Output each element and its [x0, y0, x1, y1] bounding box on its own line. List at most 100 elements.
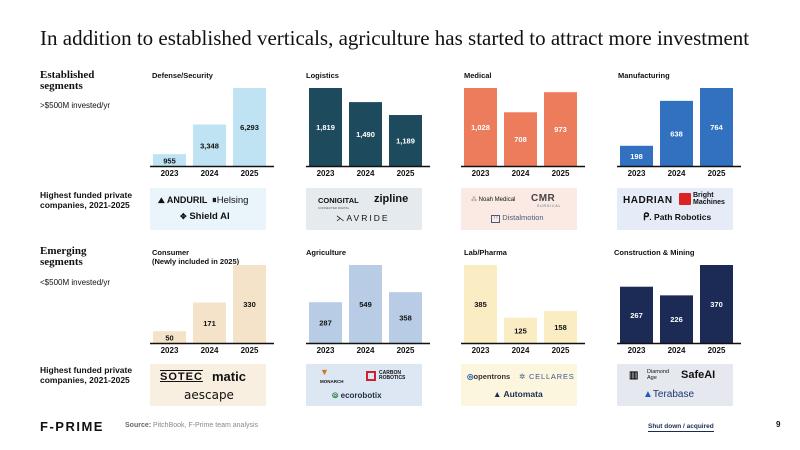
bar-defense-2023 [153, 154, 186, 166]
bar-label-manufacturing-2025: 764 [710, 123, 723, 132]
page-number: 9 [776, 420, 781, 429]
source-label: Source: [125, 422, 152, 429]
terabase-logo: ▲Terabase [643, 389, 695, 400]
logos-labpharma: ◎opentrons ✲ CELLARES ▲ Automata [461, 364, 577, 406]
bar-label-labpharma-2024: 125 [514, 326, 527, 335]
tick-label-construction-2024: 2024 [668, 346, 686, 355]
chart-svg-agriculture: 287 2023 549 2024 358 2025 [306, 265, 430, 355]
chart-manufacturing: 198 2023 638 2024 764 2025 [617, 85, 747, 181]
tick-label-defense-2024: 2024 [201, 169, 219, 178]
path-robotics-logo: ᑭ. Path Robotics [643, 212, 712, 223]
diamond-age-logo: Diamond Age [647, 369, 670, 381]
tick-label-agriculture-2024: 2024 [357, 346, 375, 355]
sotec-logo: SOTEC [160, 371, 203, 383]
bar-logistics-2025 [389, 115, 422, 166]
established-segments-label: Established segments [40, 69, 95, 92]
monarch-icon: ▼ [320, 367, 329, 377]
tick-label-consumer-2025: 2025 [241, 346, 259, 355]
bar-label-logistics-2023: 1,819 [316, 123, 335, 132]
cellares-logo: ✲ CELLARES [519, 372, 575, 381]
chart-construction: 267 2023 226 2024 370 2025 [617, 262, 747, 358]
chart-medical: 1,028 2023 708 2024 973 2025 [461, 85, 591, 181]
shield-ai-logo: ✥ Shield AI [180, 211, 230, 222]
tick-label-labpharma-2024: 2024 [512, 346, 530, 355]
zipline-logo: zipline [374, 193, 409, 205]
bar-consumer-2023 [153, 331, 186, 343]
bar-label-consumer-2024: 171 [203, 319, 216, 328]
chart-labpharma: 385 2023 125 2024 158 2025 [461, 262, 591, 358]
carbon-robotics-icon [366, 371, 376, 381]
bright-machines-icon [679, 193, 691, 205]
bar-label-manufacturing-2024: 638 [670, 129, 683, 138]
tick-label-consumer-2024: 2024 [201, 346, 219, 355]
bar-label-agriculture-2025: 358 [399, 314, 412, 323]
bar-medical-2025 [544, 92, 577, 166]
bar-label-consumer-2023: 50 [165, 334, 173, 343]
tick-label-manufacturing-2024: 2024 [668, 169, 686, 178]
panel-title-labpharma: Lab/Pharma [464, 248, 507, 257]
bar-label-logistics-2024: 1,490 [356, 130, 375, 139]
bar-label-construction-2024: 226 [670, 315, 683, 324]
bar-labpharma-2023 [464, 265, 497, 343]
conigital-tagline: CONNECTED DIGITAL [318, 206, 350, 210]
bar-label-medical-2024: 708 [514, 135, 527, 144]
bar-construction-2023 [620, 286, 653, 343]
hadrian-logo: HADRIAN [623, 195, 673, 206]
tick-label-construction-2025: 2025 [708, 346, 726, 355]
shutdown-acquired-legend: Shut down / acquired [648, 423, 714, 432]
opentrons-logo: ◎opentrons [467, 372, 511, 381]
established-funded-label: Highest funded private companies, 2021-2… [40, 190, 133, 210]
cmr-surgical-tagline: SURGICAL [537, 204, 562, 208]
bar-labpharma-2025 [544, 310, 577, 343]
tick-label-manufacturing-2025: 2025 [708, 169, 726, 178]
monarch-logo: MONARCH [320, 379, 344, 384]
panel-title-logistics: Logistics [306, 71, 339, 80]
tick-label-defense-2023: 2023 [161, 169, 179, 178]
page-title: In addition to established verticals, ag… [40, 26, 750, 50]
logos-logistics: CONIGITAL CONNECTED DIGITAL zipline ⋋AVR… [306, 188, 422, 230]
source-note: Source: PitchBook, F-Prime team analysis [125, 422, 258, 429]
tick-label-medical-2025: 2025 [552, 169, 570, 178]
logos-defense: ⛰ ANDURIL ⏸Helsing ✥ Shield AI [150, 188, 266, 230]
tick-label-labpharma-2023: 2023 [472, 346, 490, 355]
tick-label-logistics-2024: 2024 [357, 169, 375, 178]
bar-label-construction-2025: 370 [710, 300, 723, 309]
bar-label-consumer-2025: 330 [243, 300, 256, 309]
bar-construction-2025 [700, 265, 733, 343]
source-text: PitchBook, F-Prime team analysis [153, 422, 259, 429]
emerging-funded-label: Highest funded private companies, 2021-2… [40, 365, 133, 385]
anduril-logo: ⛰ ANDURIL [158, 195, 208, 205]
logos-manufacturing: HADRIAN Bright Machines ᑭ. Path Robotics [617, 188, 733, 230]
tick-label-consumer-2023: 2023 [161, 346, 179, 355]
panel-title-consumer: Consumer [152, 248, 190, 257]
panel-title-medical: Medical [464, 71, 492, 80]
tick-label-construction-2023: 2023 [628, 346, 646, 355]
bar-manufacturing-2023 [620, 145, 653, 166]
bar-label-medical-2023: 1,028 [471, 123, 490, 132]
emerging-threshold-label: <$500M invested/yr [40, 278, 111, 287]
tick-label-medical-2023: 2023 [472, 169, 490, 178]
chart-svg-construction: 267 2023 226 2024 370 2025 [617, 265, 741, 355]
chart-svg-labpharma: 385 2023 125 2024 158 2025 [461, 265, 585, 355]
bar-label-logistics-2025: 1,189 [396, 137, 415, 146]
bar-medical-2024 [504, 112, 537, 166]
chart-agriculture: 287 2023 549 2024 358 2025 [306, 262, 436, 358]
avride-logo: ⋋AVRIDE [336, 213, 390, 223]
chart-svg-logistics: 1,819 2023 1,490 2024 1,189 2025 [306, 88, 430, 178]
panel-title-construction: Construction & Mining [614, 248, 695, 257]
panel-title-agriculture: Agriculture [306, 248, 347, 257]
bar-logistics-2023 [309, 88, 342, 166]
matic-logo: matic [212, 369, 246, 384]
conigital-logo: CONIGITAL [318, 196, 359, 205]
bar-label-construction-2023: 267 [630, 311, 643, 320]
bar-label-defense-2025: 6,293 [240, 123, 259, 132]
fprime-logo: F-PRIME [40, 419, 104, 434]
tick-label-manufacturing-2023: 2023 [628, 169, 646, 178]
bar-agriculture-2024 [349, 265, 382, 343]
bar-medical-2023 [464, 88, 497, 166]
tick-label-labpharma-2025: 2025 [552, 346, 570, 355]
tick-label-agriculture-2025: 2025 [397, 346, 415, 355]
bar-label-defense-2024: 3,348 [200, 141, 219, 150]
bar-agriculture-2025 [389, 292, 422, 343]
aescape-logo: aescape [184, 388, 234, 402]
